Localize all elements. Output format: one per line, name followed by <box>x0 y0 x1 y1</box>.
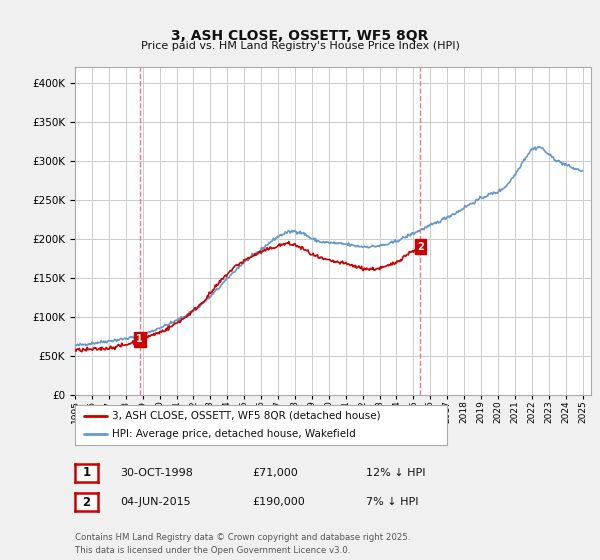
Text: 7% ↓ HPI: 7% ↓ HPI <box>366 497 419 507</box>
Text: 3, ASH CLOSE, OSSETT, WF5 8QR: 3, ASH CLOSE, OSSETT, WF5 8QR <box>172 29 428 43</box>
Text: £71,000: £71,000 <box>252 468 298 478</box>
Text: 2: 2 <box>417 241 424 251</box>
Text: 12% ↓ HPI: 12% ↓ HPI <box>366 468 425 478</box>
Text: 1: 1 <box>136 334 143 344</box>
Text: 1: 1 <box>82 466 91 479</box>
Text: HPI: Average price, detached house, Wakefield: HPI: Average price, detached house, Wake… <box>112 430 356 439</box>
Text: Contains HM Land Registry data © Crown copyright and database right 2025.
This d: Contains HM Land Registry data © Crown c… <box>75 533 410 556</box>
Text: 3, ASH CLOSE, OSSETT, WF5 8QR (detached house): 3, ASH CLOSE, OSSETT, WF5 8QR (detached … <box>112 411 381 421</box>
Text: 04-JUN-2015: 04-JUN-2015 <box>120 497 191 507</box>
Text: 30-OCT-1998: 30-OCT-1998 <box>120 468 193 478</box>
Text: 2: 2 <box>82 496 91 509</box>
Text: £190,000: £190,000 <box>252 497 305 507</box>
Text: Price paid vs. HM Land Registry's House Price Index (HPI): Price paid vs. HM Land Registry's House … <box>140 41 460 51</box>
